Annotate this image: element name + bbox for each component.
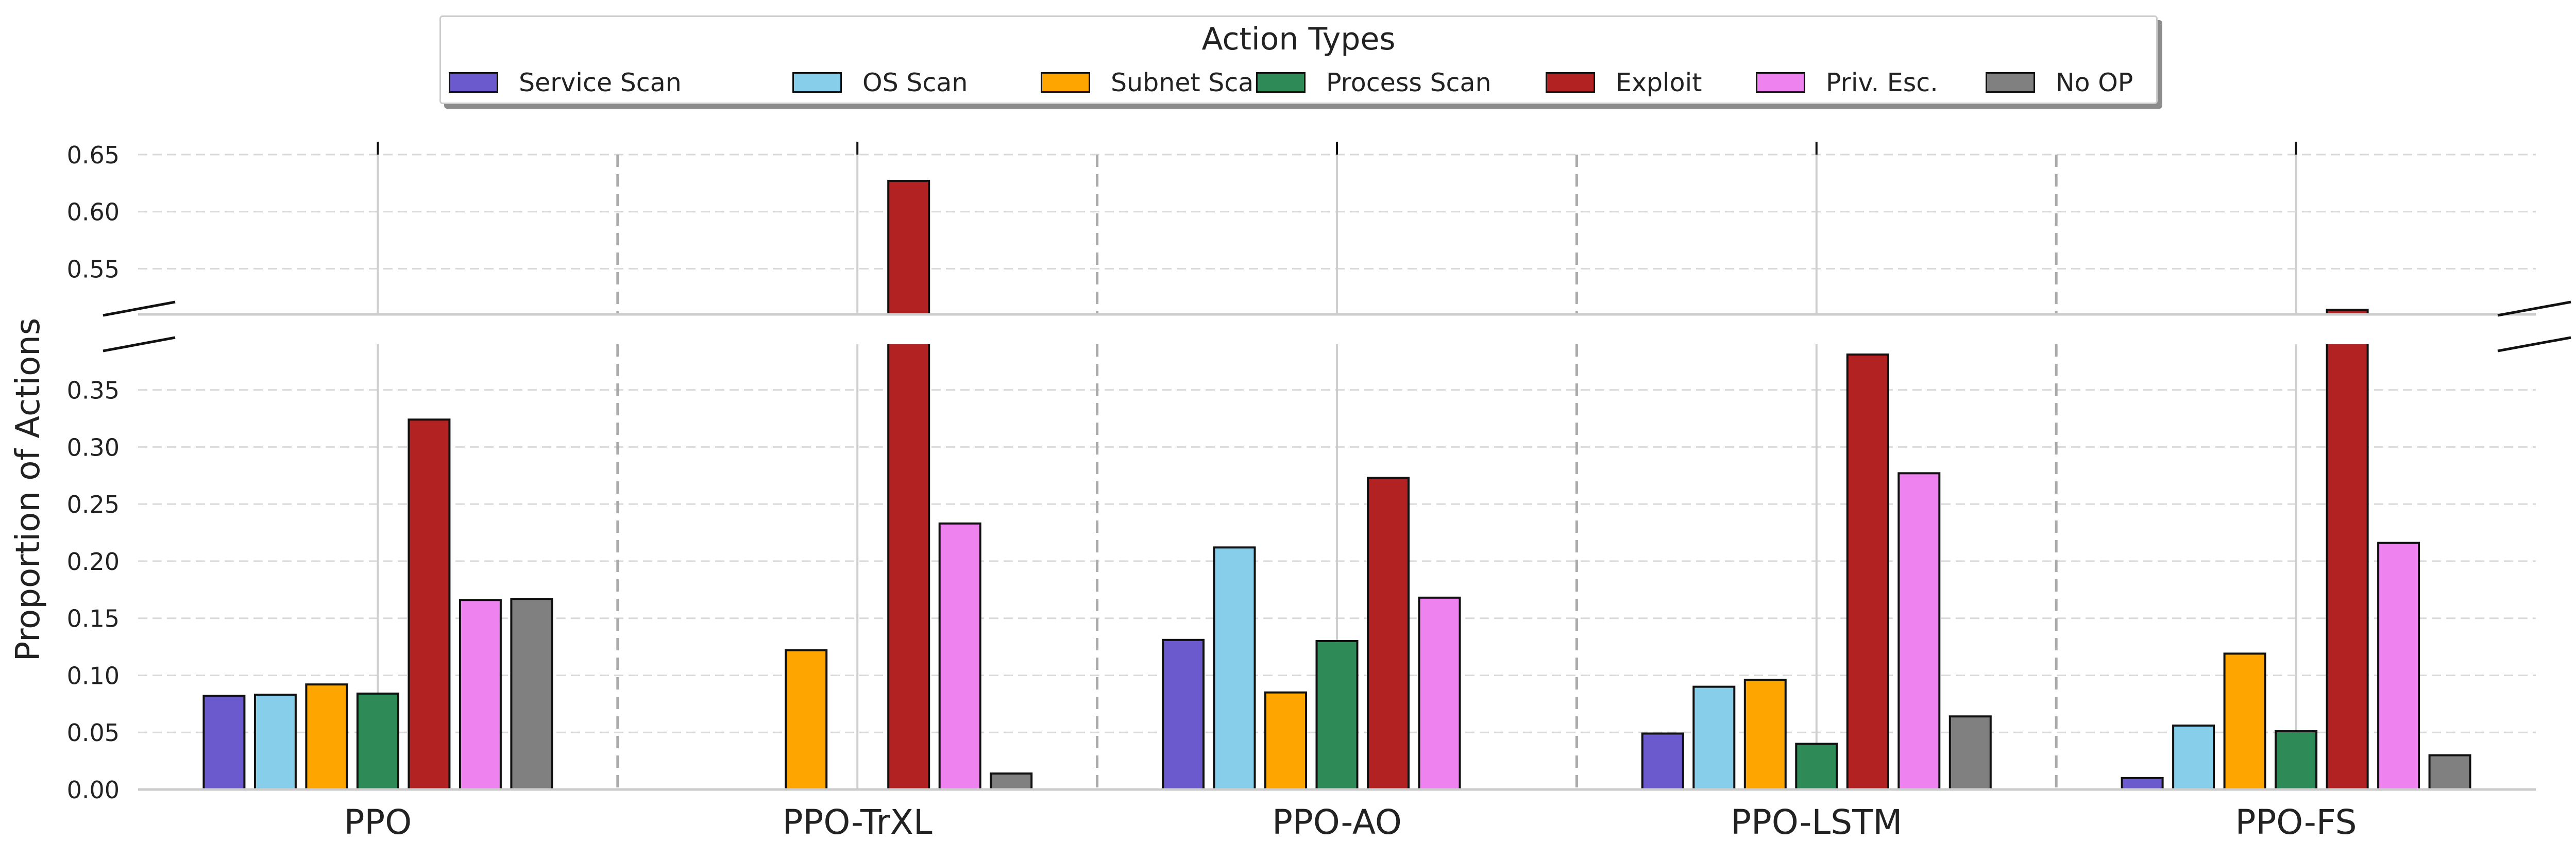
bar-subnet-scan-ppo-lstm bbox=[1743, 679, 1787, 791]
axis-break-mark bbox=[103, 336, 176, 352]
y-tick-label: 0.30 bbox=[67, 433, 120, 461]
bar-exploit-ppo-lstm bbox=[1846, 353, 1889, 791]
bar-exploit-ppo bbox=[408, 418, 451, 791]
bar-exploit-ppo-trxl-lower bbox=[888, 344, 929, 789]
legend-entry-no-op: No OP bbox=[1986, 67, 2133, 98]
legend-label-exploit: Exploit bbox=[1616, 68, 1702, 97]
bar-no-op-ppo bbox=[510, 598, 553, 791]
y-tick-label: 0.00 bbox=[67, 776, 120, 804]
bar-exploit-ppo-trxl-upper bbox=[887, 179, 930, 315]
bar-os-scan-ppo-ao bbox=[1213, 546, 1256, 791]
bar-process-scan-ppo bbox=[356, 692, 399, 791]
x-tick-label-ppo-fs: PPO-FS bbox=[2235, 802, 2357, 842]
y-tick-label: 0.55 bbox=[67, 255, 120, 283]
bar-no-op-ppo-fs bbox=[2428, 754, 2471, 791]
x-tick-label-ppo-lstm: PPO-LSTM bbox=[1731, 802, 1902, 842]
bar-priv-esc-ppo-ao bbox=[1418, 596, 1461, 791]
legend-swatch-service-scan bbox=[449, 72, 498, 93]
legend-label-process-scan: Process Scan bbox=[1326, 68, 1492, 97]
y-tick-label: 0.65 bbox=[67, 141, 120, 169]
legend-entry-process-scan: Process Scan bbox=[1256, 67, 1492, 98]
bar-priv-esc-ppo-trxl bbox=[938, 522, 981, 791]
legend-entry-exploit: Exploit bbox=[1546, 67, 1702, 98]
bar-subnet-scan-ppo-fs bbox=[2223, 652, 2266, 791]
bar-service-scan-ppo-ao bbox=[1162, 638, 1205, 791]
y-tick-label: 0.60 bbox=[67, 198, 120, 226]
bar-no-op-ppo-lstm bbox=[1948, 715, 1992, 791]
bar-os-scan-ppo bbox=[253, 694, 297, 791]
legend-label-os-scan: OS Scan bbox=[862, 68, 968, 97]
y-tick-label: 0.05 bbox=[67, 719, 120, 747]
bar-process-scan-ppo-lstm bbox=[1795, 743, 1838, 791]
legend-swatch-no-op bbox=[1986, 72, 2035, 93]
legend-swatch-exploit bbox=[1546, 72, 1595, 93]
bar-subnet-scan-ppo-ao bbox=[1264, 691, 1307, 791]
legend-label-no-op: No OP bbox=[2056, 68, 2133, 97]
legend-swatch-os-scan bbox=[792, 72, 842, 93]
legend-swatch-process-scan bbox=[1256, 72, 1306, 93]
y-tick-label: 0.10 bbox=[67, 662, 120, 690]
bar-process-scan-ppo-ao bbox=[1315, 640, 1359, 791]
bar-priv-esc-ppo bbox=[459, 599, 502, 791]
y-tick-label: 0.15 bbox=[67, 605, 120, 633]
bar-priv-esc-ppo-lstm bbox=[1897, 472, 1941, 791]
legend-label-service-scan: Service Scan bbox=[519, 68, 682, 97]
bar-service-scan-ppo bbox=[202, 695, 246, 791]
bar-priv-esc-ppo-fs bbox=[2377, 542, 2420, 791]
y-axis-label: Proportion of Actions bbox=[9, 318, 47, 661]
legend-entry-priv-esc: Priv. Esc. bbox=[1756, 67, 1938, 98]
legend-label-priv-esc: Priv. Esc. bbox=[1826, 68, 1938, 97]
bar-process-scan-ppo-fs bbox=[2275, 730, 2318, 791]
x-tick-label-ppo: PPO bbox=[344, 802, 412, 842]
axis-break-mark bbox=[103, 300, 176, 317]
legend-label-subnet-scan: Subnet Scan bbox=[1111, 68, 1270, 97]
x-tick-label-ppo-ao: PPO-AO bbox=[1272, 802, 1402, 842]
bar-exploit-ppo-ao bbox=[1367, 477, 1410, 791]
legend-title: Action Types bbox=[1201, 21, 1396, 57]
legend-entry-subnet-scan: Subnet Scan bbox=[1041, 67, 1269, 98]
bar-os-scan-ppo-fs bbox=[2172, 724, 2215, 791]
legend: Action Types Service Scan OS Scan Subnet… bbox=[439, 15, 2158, 104]
axis-break-mark bbox=[2497, 336, 2571, 352]
bar-exploit-ppo-fs-lower bbox=[2327, 344, 2368, 789]
y-tick-label: 0.20 bbox=[67, 548, 120, 576]
bar-no-op-ppo-trxl bbox=[990, 772, 1033, 791]
bar-service-scan-ppo-fs bbox=[2121, 777, 2164, 791]
bar-service-scan-ppo-lstm bbox=[1641, 732, 1684, 791]
bar-subnet-scan-ppo bbox=[305, 683, 348, 791]
x-tick-label-ppo-trxl: PPO-TrXL bbox=[783, 802, 933, 842]
legend-entry-os-scan: OS Scan bbox=[792, 67, 968, 98]
axis-break-mark bbox=[2497, 300, 2571, 317]
legend-swatch-subnet-scan bbox=[1041, 72, 1090, 93]
y-tick-label: 0.25 bbox=[67, 491, 120, 518]
bar-subnet-scan-ppo-trxl bbox=[785, 649, 828, 791]
y-tick-label: 0.35 bbox=[67, 377, 120, 405]
legend-swatch-priv-esc bbox=[1756, 72, 1805, 93]
bar-os-scan-ppo-lstm bbox=[1692, 685, 1736, 791]
legend-entry-service-scan: Service Scan bbox=[449, 67, 682, 98]
